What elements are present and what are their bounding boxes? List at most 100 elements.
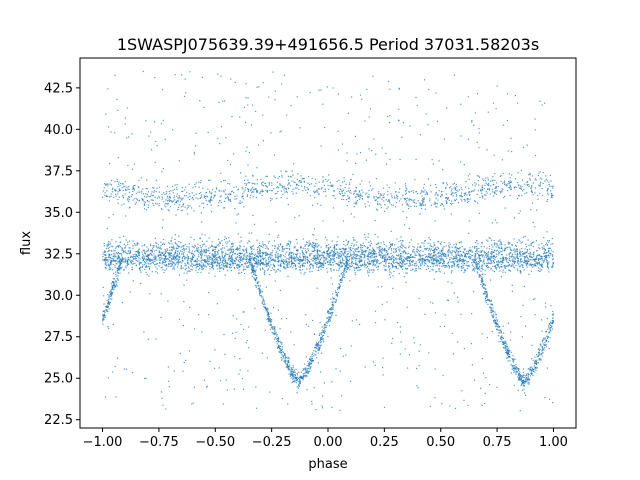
data-point bbox=[361, 250, 363, 252]
data-point bbox=[361, 198, 364, 200]
data-point bbox=[502, 258, 504, 260]
data-point bbox=[262, 181, 264, 183]
data-point bbox=[463, 262, 465, 265]
data-point bbox=[238, 202, 240, 204]
data-point bbox=[352, 247, 354, 249]
data-point bbox=[138, 187, 140, 189]
data-point bbox=[495, 253, 497, 255]
data-point bbox=[385, 256, 387, 258]
data-point bbox=[287, 175, 289, 177]
data-point bbox=[456, 259, 459, 261]
data-point bbox=[532, 253, 535, 255]
data-point bbox=[197, 250, 199, 252]
data-point bbox=[423, 183, 425, 185]
data-point bbox=[432, 255, 434, 257]
data-point bbox=[183, 272, 185, 274]
data-point bbox=[107, 183, 109, 185]
data-point bbox=[546, 180, 548, 182]
data-point bbox=[105, 247, 107, 249]
data-point bbox=[389, 268, 391, 270]
data-point bbox=[142, 258, 144, 260]
data-point bbox=[191, 258, 193, 260]
data-point bbox=[453, 256, 455, 258]
data-point bbox=[422, 199, 424, 201]
data-point bbox=[525, 262, 527, 264]
data-point bbox=[105, 267, 107, 269]
data-point bbox=[541, 269, 543, 271]
data-point bbox=[494, 242, 496, 244]
data-point bbox=[267, 312, 270, 314]
data-point bbox=[328, 179, 330, 181]
data-point bbox=[318, 344, 320, 346]
data-point bbox=[513, 238, 515, 240]
data-point bbox=[298, 266, 300, 268]
data-point bbox=[360, 255, 362, 258]
data-point bbox=[330, 251, 332, 253]
data-point bbox=[280, 263, 282, 265]
data-point bbox=[367, 258, 369, 260]
data-point bbox=[375, 264, 377, 266]
data-point bbox=[343, 259, 345, 262]
data-point bbox=[400, 255, 402, 257]
data-point bbox=[544, 255, 546, 257]
data-point bbox=[470, 249, 472, 251]
data-point bbox=[490, 256, 492, 258]
data-point bbox=[310, 258, 312, 260]
data-point bbox=[412, 190, 414, 192]
data-point bbox=[414, 270, 416, 272]
data-point bbox=[302, 255, 304, 257]
data-point bbox=[268, 261, 270, 263]
data-point bbox=[314, 185, 316, 187]
data-point bbox=[182, 254, 185, 256]
data-point bbox=[453, 250, 455, 252]
data-point bbox=[118, 257, 120, 259]
data-point bbox=[410, 259, 412, 261]
data-point bbox=[395, 267, 397, 269]
data-point bbox=[280, 254, 282, 256]
data-point bbox=[456, 189, 458, 191]
data-point bbox=[212, 245, 214, 247]
data-point bbox=[263, 244, 265, 246]
data-point bbox=[426, 192, 428, 194]
data-point bbox=[304, 248, 306, 250]
data-point bbox=[251, 263, 253, 265]
data-point bbox=[335, 248, 337, 250]
data-point bbox=[461, 266, 463, 268]
data-point bbox=[439, 271, 441, 273]
data-point bbox=[326, 253, 328, 255]
data-point bbox=[251, 252, 253, 254]
data-point bbox=[330, 268, 332, 270]
data-point bbox=[443, 253, 446, 255]
data-point bbox=[166, 258, 168, 260]
data-point bbox=[427, 259, 429, 261]
data-point bbox=[429, 198, 431, 200]
data-point bbox=[147, 200, 149, 202]
data-point bbox=[102, 196, 104, 198]
data-point bbox=[297, 249, 299, 251]
data-point bbox=[403, 249, 405, 252]
data-point bbox=[173, 188, 176, 190]
data-point bbox=[223, 257, 225, 259]
data-point bbox=[441, 258, 443, 260]
data-point bbox=[291, 191, 293, 193]
data-point bbox=[286, 257, 288, 259]
data-point bbox=[279, 270, 281, 272]
data-point bbox=[158, 191, 160, 193]
data-point bbox=[398, 264, 400, 266]
data-point bbox=[219, 268, 221, 270]
data-point bbox=[148, 259, 151, 261]
data-point bbox=[402, 245, 404, 247]
data-point bbox=[487, 253, 489, 256]
data-point bbox=[378, 262, 380, 265]
data-point bbox=[515, 256, 517, 258]
data-point bbox=[464, 248, 466, 250]
data-point bbox=[429, 254, 432, 256]
data-point bbox=[301, 259, 303, 261]
data-point bbox=[167, 258, 169, 260]
data-point bbox=[410, 198, 412, 201]
data-point bbox=[355, 266, 357, 269]
data-point bbox=[129, 251, 132, 253]
data-point bbox=[485, 265, 488, 267]
data-point bbox=[129, 252, 131, 254]
data-point bbox=[340, 248, 342, 250]
